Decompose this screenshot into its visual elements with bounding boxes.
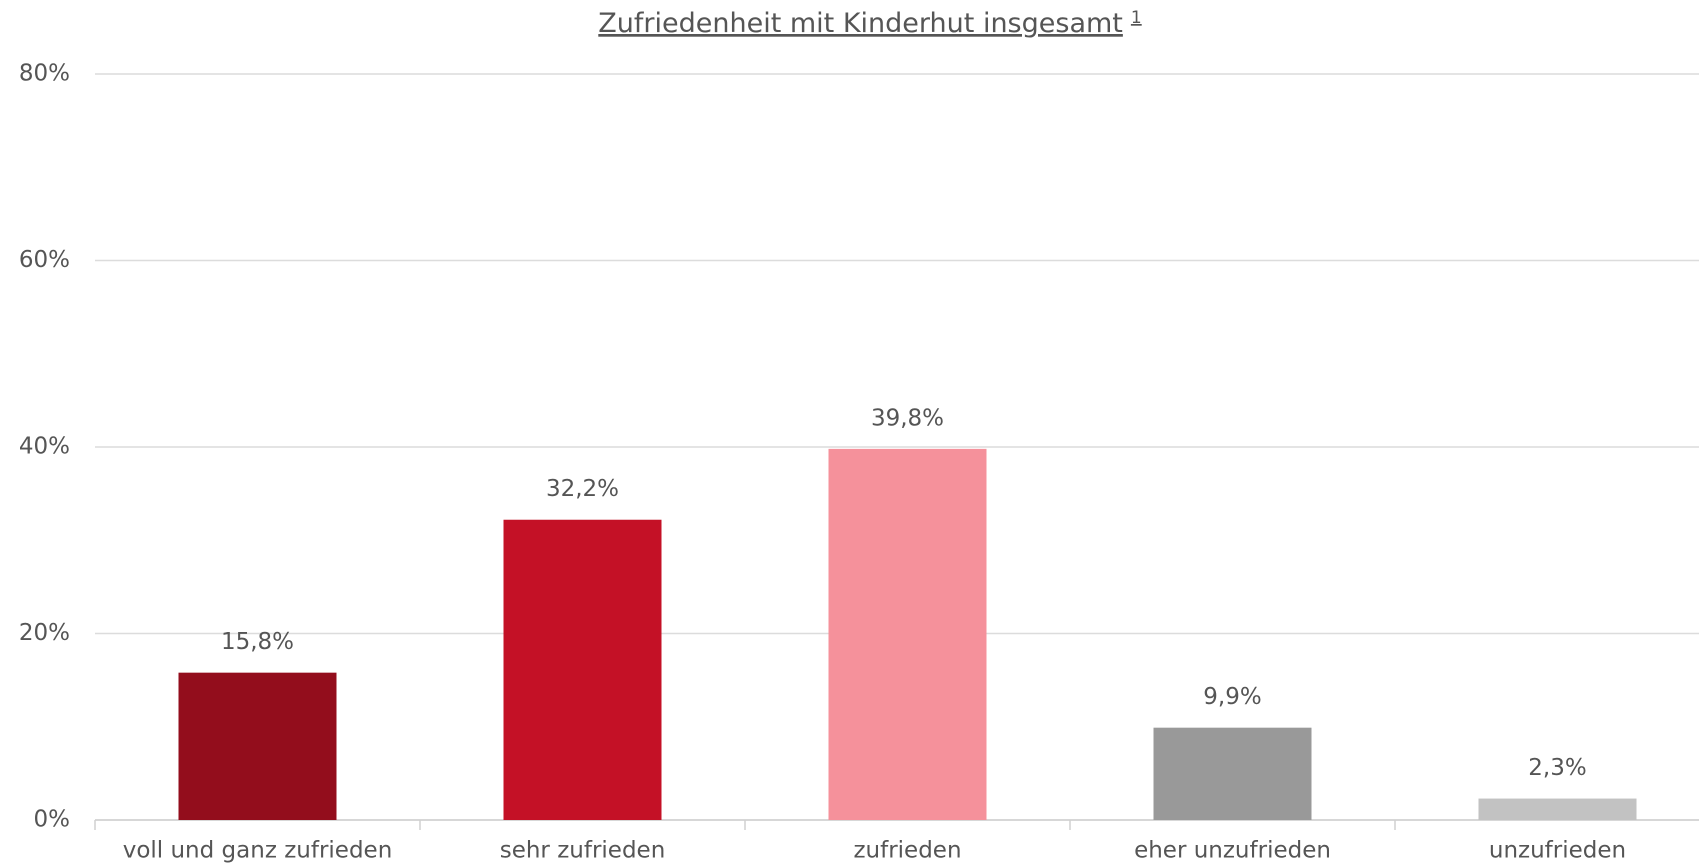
- title-text: Zufriedenheit mit Kinderhut insgesamt: [598, 8, 1123, 39]
- bar: [1153, 727, 1312, 820]
- bar: [828, 448, 987, 820]
- y-tick-label: 20%: [19, 620, 70, 646]
- bar: [178, 672, 337, 820]
- data-label: 39,8%: [871, 405, 944, 431]
- x-tick-label: unzufrieden: [1489, 838, 1626, 864]
- x-tick-label: sehr zufrieden: [500, 838, 666, 864]
- x-tick-label: eher unzufrieden: [1134, 838, 1331, 864]
- data-label: 2,3%: [1528, 755, 1586, 781]
- bar: [1478, 798, 1637, 820]
- y-tick-label: 40%: [19, 434, 70, 460]
- y-tick-label: 80%: [19, 61, 70, 87]
- title-note: 1: [1131, 8, 1142, 28]
- x-tick-label: voll und ganz zufrieden: [123, 838, 393, 864]
- y-tick-label: 60%: [19, 247, 70, 273]
- data-label: 32,2%: [546, 476, 619, 502]
- y-tick-label: 0%: [34, 807, 71, 833]
- bar: [503, 519, 662, 820]
- x-tick-label: zufrieden: [853, 838, 961, 864]
- chart-title: Zufriedenheit mit Kinderhut insgesamt 1: [598, 8, 1141, 39]
- data-label: 9,9%: [1203, 684, 1261, 710]
- data-label: 15,8%: [221, 629, 294, 655]
